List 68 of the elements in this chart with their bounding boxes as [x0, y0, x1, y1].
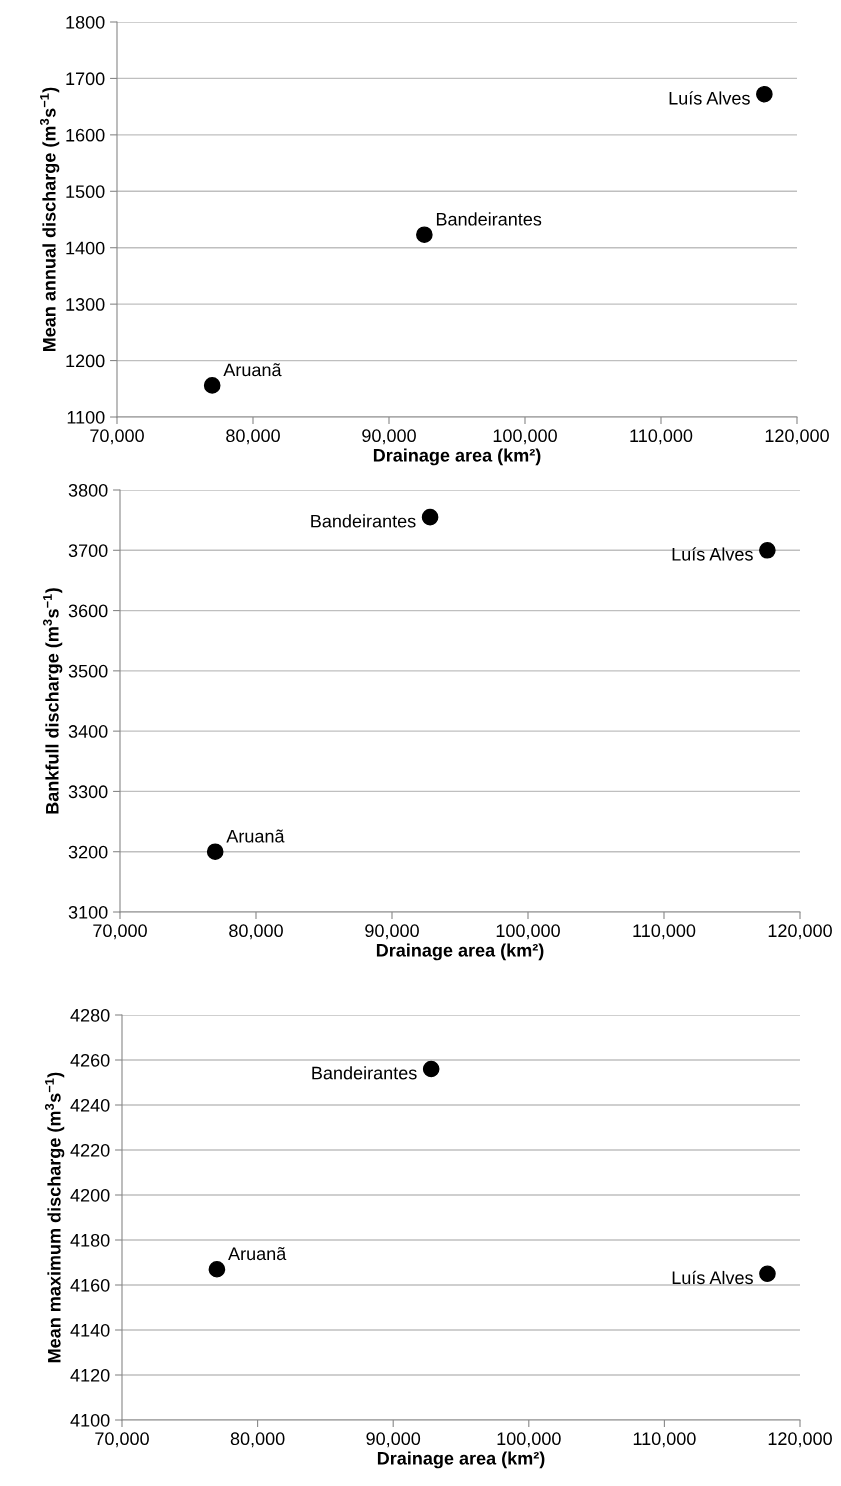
point: [203, 377, 221, 394]
y-axis-title: Bankfull discharge (m$^{3}$s$^{−1}$): [42, 588, 63, 814]
x-tick-label: 80,000: [226, 429, 280, 445]
y-tick-label: 4260: [70, 1053, 110, 1067]
y-tick-label: 3300: [68, 785, 108, 799]
x-axis-title: Drainage area (km²): [373, 448, 541, 466]
x-tick-label: 100,000: [497, 1432, 561, 1448]
y-tick-label: 1200: [66, 354, 105, 368]
y-tick-label: 3700: [68, 544, 108, 558]
x-tick-label: 70,000: [93, 924, 147, 940]
y-tick-label: 1100: [67, 410, 105, 424]
annotation: Bandeirantes: [436, 212, 542, 226]
point: [421, 508, 439, 526]
y-tick-label: 1400: [66, 241, 105, 255]
annotation: Luís Alves: [672, 1270, 753, 1285]
y-tick-label: 3400: [68, 725, 108, 738]
annotation: Bandeirantes: [311, 514, 416, 528]
y-tick-label: 4240: [70, 1098, 110, 1112]
y-tick-label: 4180: [70, 1233, 110, 1247]
x-tick-label: 120,000: [768, 1432, 832, 1448]
x-axis-title: Drainage area (km²): [377, 1451, 545, 1469]
annotation: Aruanã: [223, 363, 282, 377]
x-tick-label: 110,000: [633, 1432, 696, 1448]
y-tick-label: 3600: [68, 604, 108, 618]
annotation: Aruanã: [226, 829, 285, 843]
x-tick-label: 90,000: [365, 924, 419, 940]
y-tick-label: 3800: [68, 483, 108, 497]
y-tick-label: 1300: [66, 298, 105, 311]
annotation: Aruanã: [228, 1247, 287, 1261]
x-tick-label: 70,000: [95, 1432, 149, 1448]
point: [416, 226, 433, 244]
point: [208, 1260, 226, 1278]
x-tick-label: 90,000: [362, 429, 416, 445]
x-tick-label: 80,000: [230, 1432, 285, 1448]
y-tick-label: 3100: [68, 905, 108, 919]
y-tick-label: 1700: [66, 72, 105, 86]
y-tick-label: 4140: [70, 1323, 110, 1337]
y-tick-label: 4280: [70, 1008, 110, 1022]
x-tick-label: 80,000: [229, 924, 283, 940]
y-tick-label: 4200: [70, 1188, 110, 1202]
annotation: Luís Alves: [672, 547, 753, 561]
y-tick-label: 1800: [66, 15, 105, 29]
x-tick-label: 100,000: [493, 429, 557, 445]
point: [759, 541, 776, 559]
x-tick-label: 110,000: [633, 924, 696, 940]
x-tick-label: 120,000: [765, 429, 829, 445]
y-tick-label: 4160: [70, 1278, 110, 1292]
x-tick-label: 70,000: [90, 429, 144, 445]
y-tick-label: 3500: [68, 664, 108, 678]
x-tick-label: 120,000: [768, 924, 832, 940]
x-tick-label: 90,000: [366, 1432, 421, 1448]
y-tick-label: 3200: [68, 845, 108, 859]
point: [756, 85, 773, 103]
x-axis-title: Drainage area (km²): [376, 943, 544, 961]
point: [206, 843, 224, 861]
y-axis-title: Mean maximum discharge (m$^{3}$s$^{−1}$): [44, 1072, 65, 1363]
annotation: Bandeirantes: [312, 1066, 417, 1080]
point: [759, 1265, 776, 1283]
y-tick-label: 1500: [66, 185, 105, 199]
annotation: Luís Alves: [669, 91, 750, 105]
x-tick-label: 110,000: [630, 429, 693, 445]
point: [422, 1060, 440, 1078]
y-tick-label: 4100: [70, 1413, 110, 1427]
x-tick-label: 100,000: [496, 924, 560, 940]
y-tick-label: 1600: [66, 128, 105, 142]
y-axis-title: Mean annual discharge (m$^{3}$s$^{−1}$): [39, 87, 60, 352]
y-tick-label: 4220: [70, 1143, 110, 1157]
y-tick-label: 4120: [70, 1368, 110, 1382]
